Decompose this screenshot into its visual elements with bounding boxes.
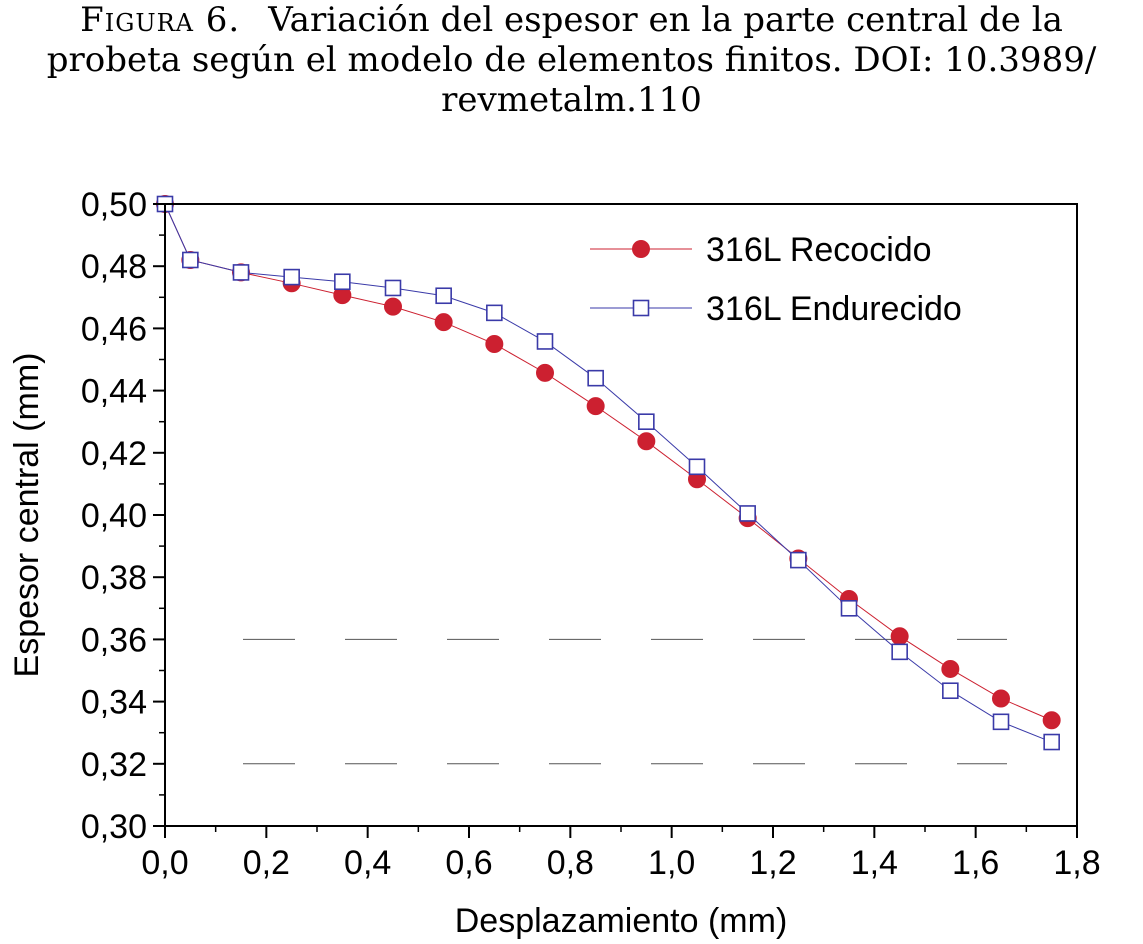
data-point <box>384 297 402 316</box>
legend-label: 316L Recocido <box>706 231 932 269</box>
y-tick-label: 0,50 <box>81 186 147 224</box>
series-endurecido <box>156 195 1060 751</box>
x-axis: 0,0 0,2 0,4 0,6 0,8 1,0 1,2 1,4 1,6 1,8 <box>141 826 1101 882</box>
y-tick-label: 0,36 <box>81 621 147 659</box>
data-point <box>586 397 605 416</box>
y-tick-label: 0,34 <box>81 684 147 722</box>
data-point <box>334 273 351 291</box>
x-tick-label: 1,8 <box>1053 844 1100 882</box>
data-point <box>1043 733 1060 751</box>
data-point <box>435 287 452 305</box>
data-point <box>739 505 756 522</box>
y-tick-label: 0,42 <box>81 435 147 473</box>
data-point <box>434 313 453 332</box>
data-point <box>182 251 199 269</box>
data-point <box>232 264 250 281</box>
data-point <box>790 551 807 569</box>
legend-label: 316L Endurecido <box>706 290 962 328</box>
legend-item: 316L Recocido <box>590 231 932 269</box>
data-point <box>890 627 909 646</box>
x-axis-label: Desplazamiento (mm) <box>455 902 788 940</box>
data-point <box>1042 711 1061 730</box>
data-point <box>992 713 1010 731</box>
data-point <box>941 659 960 678</box>
data-point <box>536 363 554 382</box>
data-point <box>992 689 1010 708</box>
reference-lines <box>243 638 1007 765</box>
caption-line-2: probeta según el modelo de elementos fin… <box>46 40 1097 80</box>
data-point <box>283 268 300 286</box>
y-tick-label: 0,38 <box>81 559 147 597</box>
data-point <box>638 413 655 431</box>
y-axis: 0,30 0,32 0,34 0,36 0,38 0,40 0,42 0,44 0,46 0,48… <box>81 186 165 846</box>
caption-text-1: Variación del espesor en la parte centra… <box>268 0 1063 40</box>
x-tick-label: 1,4 <box>851 844 898 882</box>
y-tick-label: 0,48 <box>81 248 147 286</box>
legend: 316L Recocido 316L Endurecido <box>590 231 962 328</box>
series-layer <box>156 195 1061 751</box>
y-axis-label: Espesor central (mm) <box>8 353 46 678</box>
caption-label: Figura 6. <box>80 0 241 40</box>
data-point <box>637 432 656 451</box>
y-tick-label: 0,32 <box>81 746 147 784</box>
x-tick-label: 0,0 <box>141 844 188 882</box>
x-tick-label: 0,8 <box>547 844 594 882</box>
data-point <box>536 333 554 350</box>
data-point <box>688 458 706 476</box>
y-tick-label: 0,40 <box>81 497 147 535</box>
x-tick-label: 0,2 <box>243 844 290 882</box>
legend-marker <box>632 240 650 258</box>
y-tick-label: 0,44 <box>81 373 147 411</box>
caption-line-1: Figura 6. Variación del espesor en la par… <box>0 0 1143 40</box>
x-tick-label: 0,6 <box>445 844 492 882</box>
data-point <box>942 682 959 700</box>
y-tick-label: 0,46 <box>81 310 147 348</box>
caption-line-3: revmetalm.110 <box>441 80 702 120</box>
x-tick-label: 1,6 <box>952 844 999 882</box>
data-point <box>891 643 908 661</box>
legend-marker <box>632 299 650 317</box>
data-point <box>840 599 858 617</box>
data-point <box>486 304 503 322</box>
x-tick-label: 0,4 <box>344 844 391 882</box>
figure-caption: Figura 6. Variación del espesor en la par… <box>0 0 1143 120</box>
legend-item: 316L Endurecido <box>590 290 962 328</box>
y-tick-label: 0,30 <box>81 808 147 846</box>
x-tick-label: 1,0 <box>648 844 695 882</box>
x-tick-label: 1,2 <box>749 844 796 882</box>
data-point <box>485 334 504 353</box>
data-point <box>587 369 604 387</box>
data-point <box>384 279 402 297</box>
